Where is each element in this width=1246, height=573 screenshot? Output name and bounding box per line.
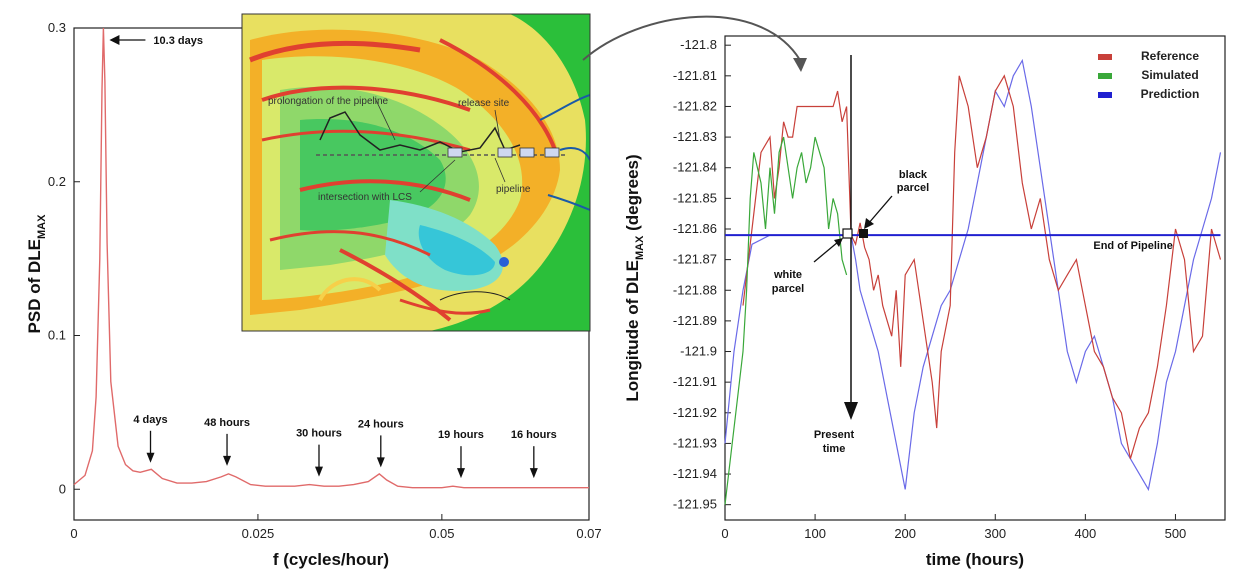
white-parcel-marker: white parcel xyxy=(772,228,853,295)
psd-peak-label: 10.3 days xyxy=(153,35,203,47)
present-time-label-2: time xyxy=(823,443,846,455)
legend-label: Reference xyxy=(1141,49,1199,63)
psd-y-axis-label-subscript: MAX xyxy=(36,214,48,239)
psd-harmonic-label: 30 hours xyxy=(296,428,342,440)
psd-harmonic-arrowhead xyxy=(314,466,323,477)
longitude-x-tick-label: 0 xyxy=(721,526,728,541)
psd-harmonic-arrowhead xyxy=(146,452,155,463)
inset-map: prolongation of the pipeline release sit… xyxy=(241,13,807,332)
longitude-x-tick-label: 400 xyxy=(1075,526,1097,541)
longitude-series-line xyxy=(850,74,1222,459)
longitude-y-tick-label: -121.95 xyxy=(673,497,717,512)
psd-y-axis-label-group: PSD of DLEMAX xyxy=(25,214,48,334)
longitude-y-tick-label: -121.87 xyxy=(673,252,717,267)
longitude-x-tick-label: 300 xyxy=(984,526,1006,541)
black-parcel-square xyxy=(859,229,868,238)
psd-y-tick-label: 0.2 xyxy=(48,174,66,189)
psd-series-line xyxy=(73,27,589,489)
psd-y-tick-label: 0.1 xyxy=(48,328,66,343)
longitude-y-tick-label: -121.89 xyxy=(673,313,717,328)
white-parcel-square xyxy=(842,228,853,239)
psd-harmonic-arrowhead xyxy=(456,468,465,479)
longitude-x-tick-label: 200 xyxy=(894,526,916,541)
psd-x-tick-label: 0 xyxy=(70,526,77,541)
longitude-chart: 0 100 200 300 400 500 -121.8 -121.81 -121.82 -121… xyxy=(623,35,1226,569)
psd-y-axis-label: PSD of DLE xyxy=(25,239,44,333)
psd-y-tick-label: 0 xyxy=(59,481,66,496)
psd-harmonic-label: 4 days xyxy=(133,414,167,426)
psd-peak-arrowhead xyxy=(109,35,120,45)
longitude-y-tick-label: -121.82 xyxy=(673,98,717,113)
longitude-y-tick-label: -121.94 xyxy=(673,466,717,481)
longitude-y-tick-label: -121.88 xyxy=(673,282,717,297)
legend-swatch xyxy=(1098,92,1112,98)
longitude-y-tick-label: -121.8 xyxy=(680,37,717,52)
psd-chart: 0 0.025 0.05 0.07 0 0.1 0.2 0.3 10.3 days 4 days… xyxy=(25,20,602,569)
psd-harmonic-arrowhead xyxy=(223,455,232,466)
svg-text:Longitude of DLEMAX (degrees): Longitude of DLEMAX (degrees) xyxy=(623,154,646,401)
legend: Reference Simulated Prediction xyxy=(1098,49,1199,101)
psd-x-tick-label: 0.05 xyxy=(429,526,454,541)
map-label-intersection: intersection with LCS xyxy=(318,192,412,203)
longitude-y-tick-label: -121.92 xyxy=(673,405,717,420)
psd-harmonic-label: 48 hours xyxy=(204,417,250,429)
longitude-y-axis-label-group: Longitude of DLEMAX (degrees) xyxy=(623,154,646,401)
black-parcel-label-1: black xyxy=(899,169,928,181)
legend-swatch xyxy=(1098,54,1112,60)
white-parcel-label-2: parcel xyxy=(772,283,804,295)
legend-label: Simulated xyxy=(1141,68,1198,82)
psd-x-axis-label: f (cycles/hour) xyxy=(273,550,389,569)
longitude-y-tick-label: -121.93 xyxy=(673,435,717,450)
present-time-label-1: Present xyxy=(814,429,855,441)
longitude-y-tick-label: -121.86 xyxy=(673,221,717,236)
longitude-y-axis-label-subscript: MAX xyxy=(634,235,646,260)
longitude-y-axis-unit: (degrees) xyxy=(623,154,642,231)
psd-x-tick-label: 0.025 xyxy=(242,526,275,541)
psd-harmonic-arrowhead xyxy=(376,457,385,468)
map-label-release-site: release site xyxy=(458,98,510,109)
longitude-series-line xyxy=(724,136,848,505)
psd-harmonic-label: 19 hours xyxy=(438,429,484,441)
psd-harmonic-label: 24 hours xyxy=(358,418,404,430)
longitude-y-tick-label: -121.81 xyxy=(673,68,717,83)
psd-x-tick-label: 0.07 xyxy=(576,526,601,541)
longitude-y-tick-label: -121.84 xyxy=(673,160,717,175)
white-parcel-label-1: white xyxy=(773,269,802,281)
psd-harmonic-arrowhead xyxy=(529,468,538,479)
svg-text:PSD of DLEMAX: PSD of DLEMAX xyxy=(25,214,48,334)
connector-arrowhead xyxy=(793,58,807,72)
legend-label: Prediction xyxy=(1141,87,1200,101)
map-label-prolongation: prolongation of the pipeline xyxy=(268,96,389,107)
present-time-marker: Present time xyxy=(814,55,858,455)
longitude-y-tick-label: -121.83 xyxy=(673,129,717,144)
longitude-x-tick-label: 100 xyxy=(804,526,826,541)
map-label-pipeline: pipeline xyxy=(496,184,531,195)
psd-y-tick-label: 0.3 xyxy=(48,20,66,35)
longitude-series-line xyxy=(742,90,852,306)
longitude-y-axis-label: Longitude of DLE xyxy=(623,260,642,402)
longitude-y-tick-label: -121.9 xyxy=(680,344,717,359)
psd-harmonic-label: 16 hours xyxy=(511,429,557,441)
longitude-y-tick-label: -121.91 xyxy=(673,374,717,389)
black-parcel-marker: black parcel xyxy=(859,169,929,238)
connector-arrow xyxy=(582,15,801,61)
longitude-x-tick-label: 500 xyxy=(1165,526,1187,541)
black-parcel-label-2: parcel xyxy=(897,182,929,194)
longitude-y-tick-label: -121.85 xyxy=(673,190,717,205)
end-of-pipeline-label: End of Pipeline xyxy=(1093,240,1172,252)
longitude-x-axis-label: time (hours) xyxy=(926,550,1024,569)
longitude-plot-frame xyxy=(724,35,1226,521)
legend-swatch xyxy=(1098,73,1112,79)
